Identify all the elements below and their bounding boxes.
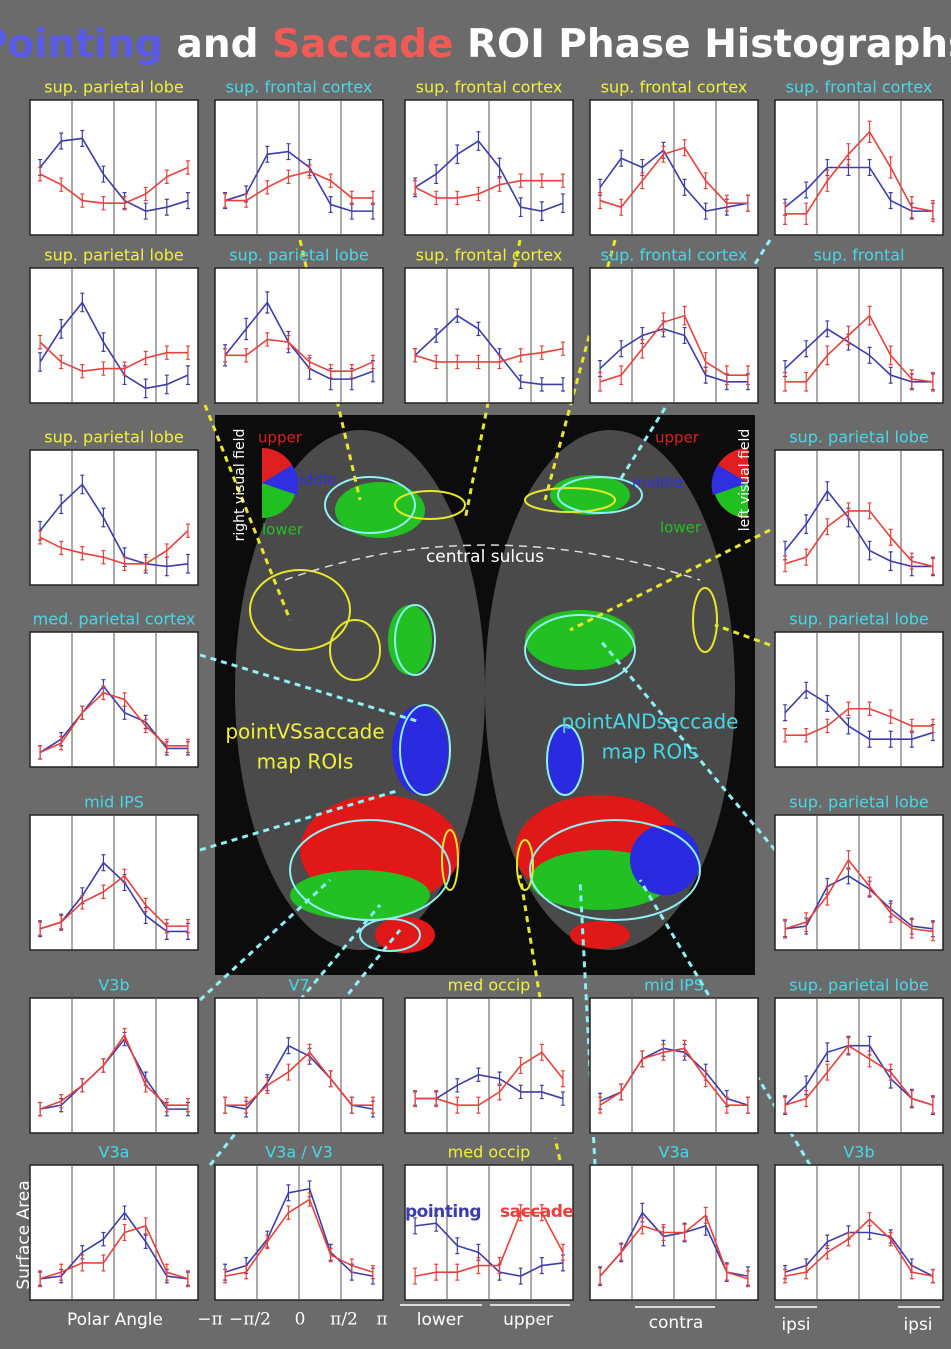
range-label: contra [649, 1313, 704, 1333]
roi-label: map ROIs [602, 740, 699, 764]
roi-label: map ROIs [257, 750, 354, 774]
blob [290, 870, 430, 920]
panel-title: V7 [288, 976, 309, 995]
field-label: right visual field [232, 429, 248, 542]
panel-title: sup. frontal cortex [416, 78, 563, 97]
x-tick-label: 0 [295, 1310, 306, 1330]
figure: sup. parietal lobe sup. frontal cortex sup… [0, 0, 951, 1349]
wheel-lower: lower [262, 521, 304, 539]
panel-title: mid IPS [644, 976, 704, 995]
panel-title: sup. frontal cortex [226, 78, 373, 97]
panel-title: sup. parietal lobe [789, 610, 928, 629]
panel-title: sup. parietal lobe [44, 428, 183, 447]
sulcus-label: central sulcus [426, 547, 544, 567]
panel-title: sup. parietal lobe [44, 246, 183, 265]
panel-title: V3b [98, 976, 129, 995]
x-axis-label: Polar Angle [67, 1310, 163, 1330]
wheel-upper: upper [258, 429, 303, 447]
panel-title: sup. parietal lobe [789, 428, 928, 447]
panel-title: sup. frontal cortex [601, 246, 748, 265]
x-tick-label: π [376, 1310, 387, 1330]
panel-title: sup. frontal cortex [416, 246, 563, 265]
brain-map [215, 415, 755, 975]
range-label: ipsi [781, 1315, 810, 1335]
panel-title: V3a [659, 1143, 690, 1162]
panel-title: sup. frontal [813, 246, 904, 265]
field-label: left visual field [737, 429, 753, 532]
panel-title: med occip [448, 1143, 531, 1162]
panel-title: sup. frontal cortex [786, 78, 933, 97]
blob [630, 825, 700, 895]
x-tick-label: −π/2 [229, 1310, 271, 1330]
legend-entry: pointing [405, 1202, 481, 1222]
blob [550, 475, 630, 515]
range-label: ipsi [903, 1315, 932, 1335]
panel-title: mid IPS [84, 793, 144, 812]
x-tick-label: −π [197, 1310, 222, 1330]
x-tick-label: π/2 [330, 1310, 358, 1330]
wheel-lower: lower [660, 519, 702, 537]
wheel-upper: upper [655, 429, 700, 447]
panel-title: V3a / V3 [265, 1143, 333, 1162]
range-label: lower [417, 1310, 463, 1330]
roi-label: pointANDsaccade [562, 710, 739, 734]
roi-label: pointVSsaccade [225, 720, 384, 744]
figure-title: Pointing and Saccade ROI Phase Histograp… [0, 22, 951, 67]
panel-title: sup. parietal lobe [229, 246, 368, 265]
wheel-middle: middle [285, 471, 336, 489]
range-label: upper [503, 1310, 553, 1330]
title-part: ROI Phase Histographs [467, 22, 951, 67]
title-part: Saccade [272, 22, 453, 67]
blob [570, 921, 630, 949]
wheel-middle: middle [632, 474, 683, 492]
panel-title: sup. parietal lobe [789, 976, 928, 995]
title-part: and [177, 22, 259, 67]
panel-title: sup. frontal cortex [601, 78, 748, 97]
panel-title: sup. parietal lobe [789, 793, 928, 812]
legend-entry: saccade [500, 1202, 573, 1222]
panel-title: med. parietal cortex [33, 610, 196, 629]
panel-title: sup. parietal lobe [44, 78, 183, 97]
panel-title: med occip [448, 976, 531, 995]
panel-title: V3a [99, 1143, 130, 1162]
title-part: Pointing [0, 22, 163, 67]
panel-title: V3b [843, 1143, 874, 1162]
y-axis-label: Surface Area [14, 1180, 34, 1289]
